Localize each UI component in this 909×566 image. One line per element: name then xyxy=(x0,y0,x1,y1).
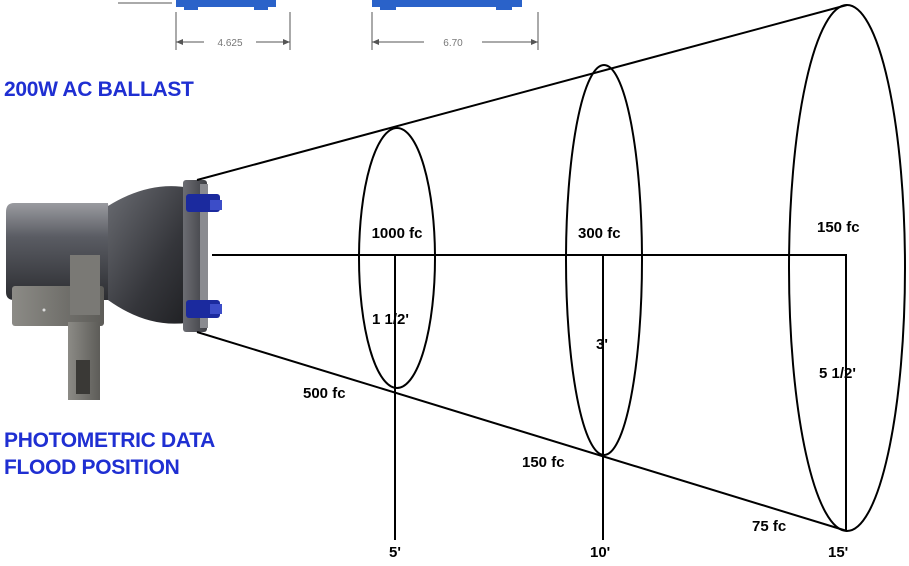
ring-10ft-center-fc: 300 fc xyxy=(578,225,621,242)
dimension-left: 4.625 xyxy=(217,38,242,49)
photometric-heading-line1: PHOTOMETRIC DATA xyxy=(4,429,216,452)
distance-15ft: 15' xyxy=(828,544,848,561)
distance-10ft: 10' xyxy=(590,544,610,561)
ballast-bracket-drawing: 4.625 6.70 xyxy=(118,0,539,50)
ring-15ft-center-fc: 150 fc xyxy=(817,219,860,236)
floodlight-fixture-icon xyxy=(6,180,222,400)
bracket-right xyxy=(372,0,522,7)
ring-5ft-edge-fc: 500 fc xyxy=(303,385,346,402)
beam-upper-edge xyxy=(196,4,848,181)
ballast-heading: 200W AC BALLAST xyxy=(4,78,194,101)
photometric-labels: 1000 fc 1 1/2' 500 fc 5' 300 fc 3' 150 f… xyxy=(303,219,860,561)
beam-lower-edge xyxy=(196,331,848,532)
dimension-right: 6.70 xyxy=(443,38,463,49)
ring-5ft-diameter: 1 1/2' xyxy=(372,311,409,328)
bracket-left xyxy=(176,0,276,7)
ring-15ft-diameter: 5 1/2' xyxy=(819,365,856,382)
ring-10ft-diameter: 3' xyxy=(596,336,608,353)
distance-5ft: 5' xyxy=(389,544,401,561)
ring-5ft xyxy=(358,127,436,389)
ring-15ft-edge-fc: 75 fc xyxy=(752,518,786,535)
ring-10ft-edge-fc: 150 fc xyxy=(522,454,565,471)
photometric-heading-line2: FLOOD POSITION xyxy=(4,456,180,479)
beam-cone xyxy=(196,4,906,540)
ring-5ft-center-fc: 1000 fc xyxy=(372,225,423,242)
